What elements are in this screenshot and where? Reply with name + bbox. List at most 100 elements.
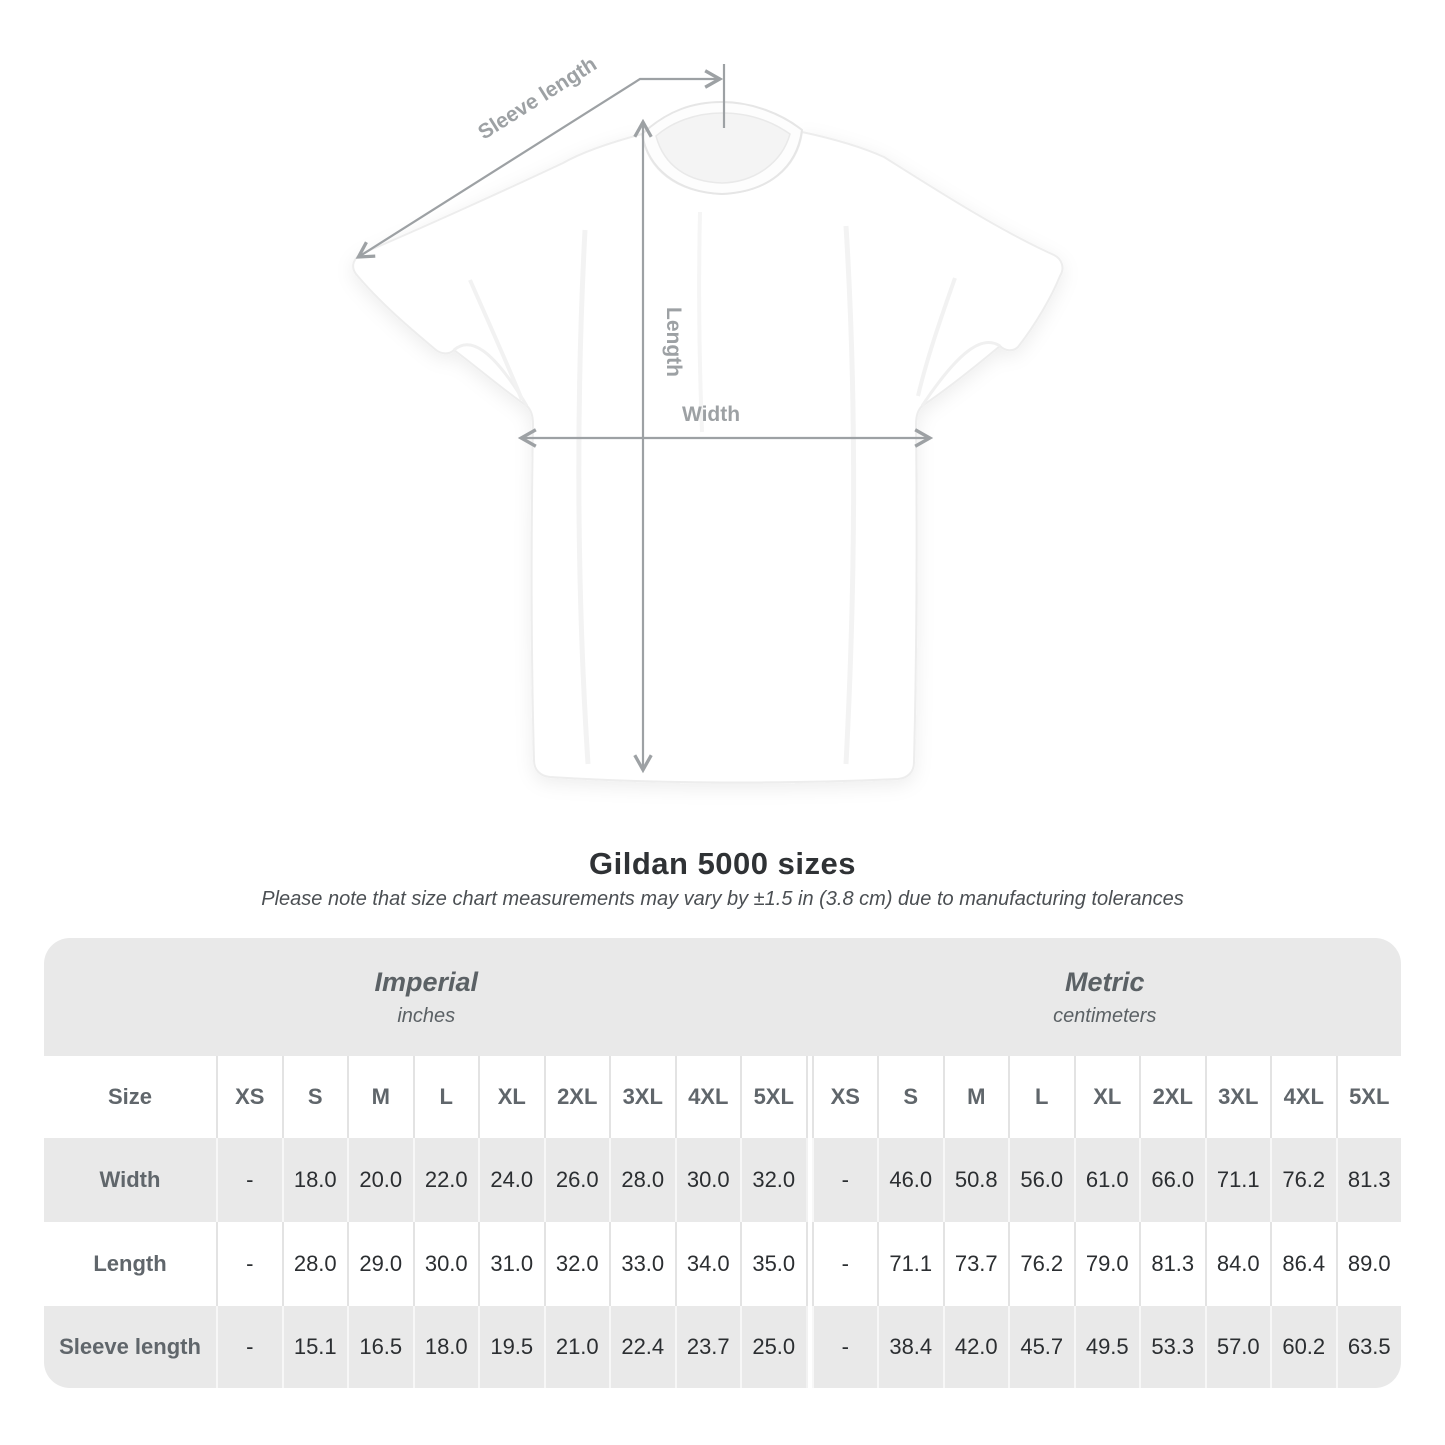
cell-width-imperial-2xl: 26.0	[543, 1138, 610, 1222]
row-label-sleeve-length: Sleeve length	[59, 1334, 201, 1359]
cell-width-imperial-5xl: 32.0	[740, 1138, 806, 1222]
cell-sleeve-length-metric-5xl: 63.5	[1335, 1306, 1402, 1388]
cell-length-metric-3xl: 84.0	[1204, 1222, 1271, 1306]
cell-length-metric-4xl: 86.4	[1270, 1222, 1336, 1306]
size-header-imperial-m: M	[347, 1056, 413, 1138]
cell-sleeve-length-metric-m: 42.0	[942, 1306, 1009, 1388]
sleeve-length-arrow	[355, 69, 724, 259]
row-label-width: Width	[99, 1167, 161, 1192]
cell-width-imperial-4xl: 30.0	[674, 1138, 741, 1222]
cell-sleeve-length-imperial-m: 16.5	[347, 1306, 413, 1388]
cell-width-imperial-l: 22.0	[412, 1138, 479, 1222]
cell-sleeve-length-imperial-5xl: 25.0	[740, 1306, 806, 1388]
row-length: Length -28.0 29.0 30.0 31.0 32.0 33.0 34.0 35.0-…	[44, 1222, 1401, 1306]
cell-sleeve-length-metric-s: 38.4	[877, 1306, 943, 1388]
cell-length-imperial-3xl: 33.0	[609, 1222, 675, 1306]
cell-length-imperial-xl: 31.0	[478, 1222, 544, 1306]
cell-width-metric-xl: 61.0	[1073, 1138, 1140, 1222]
cell-sleeve-length-imperial-xl: 19.5	[478, 1306, 544, 1388]
cell-width-imperial-xl: 24.0	[478, 1138, 544, 1222]
size-header-metric-2xl: 2XL	[1139, 1056, 1205, 1138]
cell-length-metric-m: 73.7	[942, 1222, 1009, 1306]
size-header-imperial-3xl: 3XL	[609, 1056, 675, 1138]
cell-width-metric-xs: -	[811, 1138, 878, 1222]
cell-width-metric-4xl: 76.2	[1270, 1138, 1336, 1222]
group-gap	[805, 1138, 812, 1222]
cell-length-imperial-5xl: 35.0	[740, 1222, 806, 1306]
cell-length-imperial-l: 30.0	[412, 1222, 479, 1306]
cell-sleeve-length-metric-xl: 49.5	[1073, 1306, 1140, 1388]
size-header-metric-xl: XL	[1073, 1056, 1140, 1138]
cell-sleeve-length-metric-2xl: 53.3	[1139, 1306, 1205, 1388]
cell-sleeve-length-metric-3xl: 57.0	[1204, 1306, 1271, 1388]
cell-sleeve-length-metric-4xl: 60.2	[1270, 1306, 1336, 1388]
metric-label: Metric	[1064, 966, 1145, 997]
sleeve-length-label: Sleeve length	[474, 53, 601, 145]
size-header-imperial-xs: XS	[216, 1056, 282, 1138]
row-label-length: Length	[93, 1251, 167, 1276]
size-header-metric-s: S	[877, 1056, 943, 1138]
tshirt-shape	[352, 100, 1064, 784]
table-body: Width -18.0 20.0 22.0 24.0 26.0 28.0 30.0 32.0-4…	[44, 1138, 1401, 1388]
cell-sleeve-length-imperial-l: 18.0	[412, 1306, 479, 1388]
cell-length-imperial-2xl: 32.0	[543, 1222, 610, 1306]
size-header-imperial-5xl: 5XL	[740, 1056, 806, 1138]
group-gap	[805, 1056, 812, 1138]
group-gap	[805, 1306, 812, 1388]
tolerance-note: Please note that size chart measurements…	[261, 888, 1184, 910]
cell-length-imperial-m: 29.0	[347, 1222, 413, 1306]
cell-width-imperial-m: 20.0	[347, 1138, 413, 1222]
cell-length-metric-s: 71.1	[877, 1222, 943, 1306]
cell-length-imperial-s: 28.0	[281, 1222, 348, 1306]
cell-width-metric-s: 46.0	[877, 1138, 943, 1222]
size-header-metric-5xl: 5XL	[1335, 1056, 1402, 1138]
length-label: Length	[662, 307, 685, 377]
cell-width-imperial-s: 18.0	[281, 1138, 348, 1222]
size-header-imperial-l: L	[412, 1056, 479, 1138]
cell-sleeve-length-imperial-s: 15.1	[281, 1306, 348, 1388]
size-header-imperial-s: S	[281, 1056, 348, 1138]
cell-width-metric-5xl: 81.3	[1335, 1138, 1402, 1222]
units-band: Imperial inches Metric centimeters	[44, 938, 1401, 1056]
cell-length-imperial-xs: -	[216, 1222, 282, 1306]
cell-sleeve-length-imperial-xs: -	[216, 1306, 282, 1388]
cell-sleeve-length-metric-xs: -	[811, 1306, 878, 1388]
cell-length-metric-l: 76.2	[1008, 1222, 1074, 1306]
width-label: Width	[682, 403, 740, 426]
size-header-metric-l: L	[1008, 1056, 1074, 1138]
cell-width-metric-m: 50.8	[942, 1138, 1009, 1222]
row-width: Width -18.0 20.0 22.0 24.0 26.0 28.0 30.0 32.0-4…	[44, 1138, 1401, 1222]
cell-sleeve-length-imperial-3xl: 22.4	[609, 1306, 675, 1388]
size-header-metric-m: M	[942, 1056, 1009, 1138]
cell-sleeve-length-metric-l: 45.7	[1008, 1306, 1074, 1388]
size-header-imperial-xl: XL	[478, 1056, 544, 1138]
metric-band: Metric centimeters	[809, 938, 1402, 1056]
cell-length-metric-2xl: 81.3	[1139, 1222, 1205, 1306]
tshirt-diagram: Sleeve length Length Width	[352, 53, 1064, 784]
cell-width-metric-3xl: 71.1	[1204, 1138, 1271, 1222]
row-sleeve-length: Sleeve length -15.1 16.5 18.0 19.5 21.0 22.4 23…	[44, 1306, 1401, 1388]
size-header-row: Size XS S M L XL 2XL 3XL 4XL 5XL XS S M L XL 2XL 3XL 4XL…	[44, 1056, 1401, 1138]
cell-length-metric-xs: -	[811, 1222, 878, 1306]
cell-length-metric-5xl: 89.0	[1335, 1222, 1402, 1306]
imperial-sublabel: inches	[397, 1004, 456, 1027]
size-header-imperial-2xl: 2XL	[543, 1056, 610, 1138]
size-header-metric-3xl: 3XL	[1204, 1056, 1271, 1138]
cell-width-imperial-3xl: 28.0	[609, 1138, 675, 1222]
group-gap	[805, 1222, 812, 1306]
cell-sleeve-length-imperial-2xl: 21.0	[543, 1306, 610, 1388]
metric-sublabel: centimeters	[1053, 1004, 1157, 1027]
cell-width-metric-l: 56.0	[1008, 1138, 1074, 1222]
page-title: Gildan 5000 sizes	[589, 846, 856, 881]
size-column-header: Size	[107, 1084, 153, 1109]
cell-length-imperial-4xl: 34.0	[674, 1222, 741, 1306]
cell-width-metric-2xl: 66.0	[1139, 1138, 1205, 1222]
cell-width-imperial-xs: -	[216, 1138, 282, 1222]
cell-sleeve-length-imperial-4xl: 23.7	[674, 1306, 741, 1388]
cell-length-metric-xl: 79.0	[1073, 1222, 1140, 1306]
size-header-imperial-4xl: 4XL	[674, 1056, 741, 1138]
imperial-band: Imperial inches	[44, 938, 809, 1056]
size-chart-table: Imperial inches Metric centimeters Size …	[44, 938, 1401, 1388]
imperial-label: Imperial	[374, 966, 479, 997]
